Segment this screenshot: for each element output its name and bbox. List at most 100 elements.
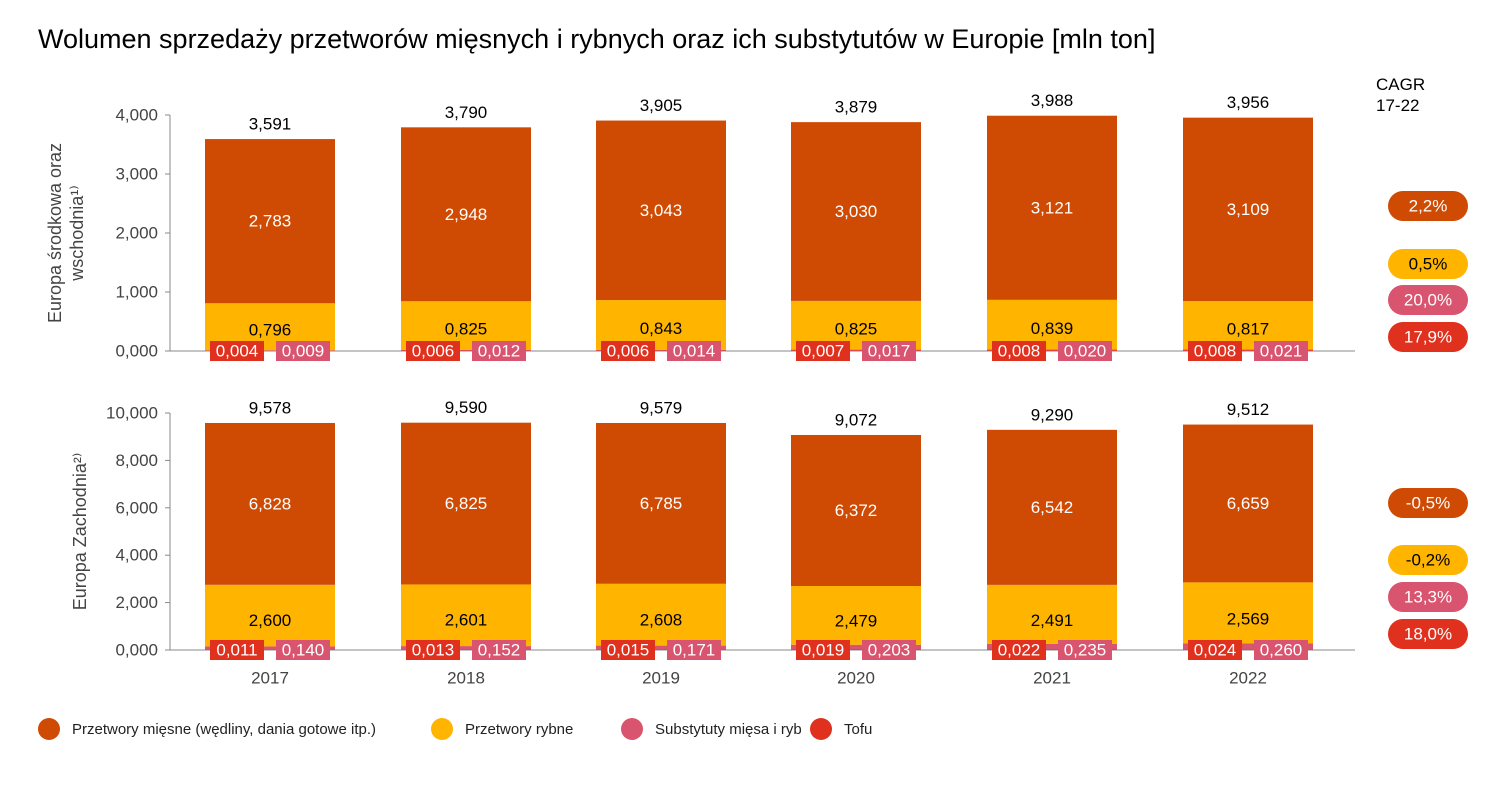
bar-segment-meat [791,122,921,301]
tofu-label-box [601,341,655,361]
subst-label: 0,009 [282,342,325,361]
x-tick-label: 2020 [837,669,875,688]
bar-segment-fish [401,584,531,647]
legend-swatch [431,718,453,740]
bar-segment-meat [205,422,335,585]
meat-label: 3,121 [1031,198,1074,217]
legend-label: Przetwory rybne [465,720,574,738]
bar-segment-subst [791,644,921,650]
total-label: 3,591 [249,115,292,134]
tofu-label-box [1188,341,1242,361]
y-tick-label: 0,000 [115,641,158,660]
tofu-label: 0,019 [802,641,845,660]
y-axis-label: wschodnia¹⁾ [67,185,87,281]
subst-label-box [862,640,916,660]
bar-segment-meat [791,434,921,586]
legend-swatch [810,718,832,740]
cagr-pill-tofu [1388,619,1468,649]
cagr-header: CAGR 17-22 [1376,75,1426,115]
subst-label: 0,014 [673,342,716,361]
bar-segment-meat [1183,117,1313,302]
tofu-label-box [406,341,460,361]
cagr-pill-fish [1388,545,1468,575]
bar-segment-meat [987,115,1117,300]
fish-label: 2,569 [1227,610,1270,629]
fish-label: 2,491 [1031,611,1074,630]
chart-title: Wolumen sprzedaży przetworów mięsnych i … [38,24,1156,54]
cagr-pill-meat [1388,191,1468,221]
cagr-value-tofu: 18,0% [1404,625,1452,644]
subst-label: 0,140 [282,641,325,660]
subst-label: 0,021 [1260,342,1303,361]
meat-label: 2,948 [445,205,488,224]
bar-segment-fish [791,585,921,645]
subst-label: 0,017 [868,342,911,361]
legend-item-fish: Przetwory rybne [431,718,573,740]
cagr-value-tofu: 17,9% [1404,328,1452,347]
subst-label-box [276,640,330,660]
y-tick-label: 2,000 [115,224,158,243]
y-tick-label: 0,000 [115,342,158,361]
meat-label: 3,043 [640,201,683,220]
bar-segment-tofu [987,649,1117,650]
y-tick-label: 3,000 [115,165,158,184]
bar-segment-subst [401,646,531,650]
fish-label: 0,843 [640,319,683,338]
subst-label-box [1254,640,1308,660]
total-label: 3,956 [1227,93,1270,112]
cagr-value-meat: -0,5% [1406,494,1450,513]
legend-swatch [38,718,60,740]
bar-segment-meat [205,139,335,304]
bar-segment-meat [1183,424,1313,583]
subst-label: 0,203 [868,641,911,660]
y-tick-label: 10,000 [106,404,158,423]
fish-label: 2,479 [835,611,878,630]
y-axis-label: Europa środkowa oraz [45,143,65,323]
y-tick-label: 8,000 [115,451,158,470]
total-label: 3,879 [835,98,878,117]
bar-segment-subst [401,349,531,351]
bar-segment-meat [401,422,531,585]
meat-label: 6,785 [640,494,683,513]
y-tick-label: 2,000 [115,593,158,612]
y-tick-label: 6,000 [115,498,158,517]
subst-label: 0,171 [673,641,716,660]
subst-label-box [1254,341,1308,361]
tofu-label-box [992,640,1046,660]
bar-segment-subst [205,646,335,650]
cagr-value-subst: 13,3% [1404,588,1452,607]
meat-label: 3,109 [1227,200,1270,219]
tofu-label: 0,013 [412,641,455,660]
tofu-label-box [1188,640,1242,660]
total-label: 9,590 [445,398,488,417]
tofu-label-box [406,640,460,660]
bar-segment-fish [205,584,335,647]
x-tick-label: 2022 [1229,669,1267,688]
bar-segment-fish [987,584,1117,644]
subst-label-box [276,341,330,361]
x-tick-label: 2021 [1033,669,1071,688]
tofu-label: 0,022 [998,641,1041,660]
total-label: 3,988 [1031,91,1074,110]
bar-segment-meat [401,127,531,302]
fish-label: 0,839 [1031,319,1074,338]
cagr-pill-tofu [1388,322,1468,352]
fish-label: 2,601 [445,611,488,630]
meat-label: 6,542 [1031,498,1074,517]
total-label: 9,579 [640,398,683,417]
tofu-label-box [210,640,264,660]
legend-item-substitutes: Substytuty mięsa i ryb [621,718,802,740]
subst-label: 0,012 [478,342,521,361]
subst-label: 0,260 [1260,641,1303,660]
cagr-value-meat: 2,2% [1409,197,1448,216]
meat-label: 6,372 [835,501,878,520]
meat-label: 6,828 [249,494,292,513]
tofu-label-box [796,341,850,361]
meat-label: 3,030 [835,202,878,221]
subst-label-box [1058,640,1112,660]
bar-segment-subst [987,643,1117,650]
fish-label: 2,600 [249,611,292,630]
bar-segment-meat [596,422,726,584]
bar-segment-fish [1183,582,1313,644]
